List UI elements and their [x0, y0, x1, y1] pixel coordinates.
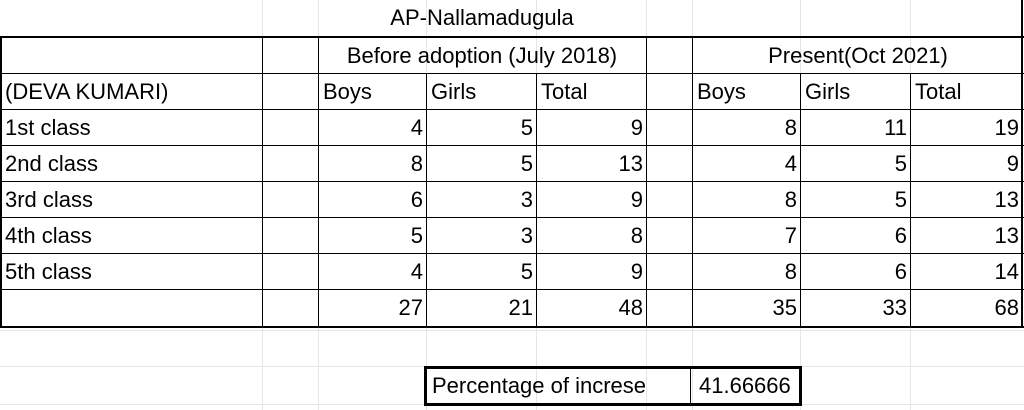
- total-cell[interactable]: 21: [508, 295, 533, 320]
- table-rule: [536, 73, 537, 328]
- row-header-label[interactable]: (DEVA KUMARI): [5, 79, 169, 104]
- table-cell[interactable]: 8: [410, 151, 423, 176]
- col-header-total-before[interactable]: Total: [541, 79, 588, 104]
- table-cell[interactable]: 5: [894, 187, 907, 212]
- table-cell[interactable]: 8: [630, 223, 643, 248]
- group-header-before[interactable]: Before adoption (July 2018): [346, 43, 618, 68]
- table-cell[interactable]: 6: [410, 187, 423, 212]
- col-header-girls-before[interactable]: Girls: [431, 79, 477, 104]
- total-cell[interactable]: 35: [772, 295, 797, 320]
- table-cell[interactable]: 5: [520, 151, 533, 176]
- table-rule: [426, 73, 427, 328]
- table-rule: [0, 109, 1024, 110]
- table-cell[interactable]: 11: [884, 115, 907, 140]
- table-border: [0, 36, 2, 328]
- table-border: [0, 36, 1024, 38]
- table-cell[interactable]: 5: [894, 151, 907, 176]
- table-title[interactable]: AP-Nallamadugula: [390, 5, 574, 30]
- table-rule: [0, 289, 1024, 290]
- table-rule: [690, 369, 691, 403]
- percentage-box: [424, 366, 802, 406]
- table-rule: [0, 181, 1024, 182]
- table-cell[interactable]: 13: [618, 151, 643, 176]
- table-cell[interactable]: 5: [410, 223, 423, 248]
- table-rule: [692, 36, 693, 328]
- percentage-label[interactable]: Percentage of increse: [432, 373, 647, 398]
- table-cell[interactable]: 6: [894, 223, 907, 248]
- col-header-total-present[interactable]: Total: [915, 79, 962, 104]
- table-cell[interactable]: 9: [630, 187, 643, 212]
- table-rule: [0, 145, 1024, 146]
- table-rule: [646, 36, 647, 328]
- row-label[interactable]: 1st class: [5, 115, 91, 140]
- grid-line: [0, 330, 1024, 331]
- table-cell[interactable]: 9: [1006, 151, 1019, 176]
- table-cell[interactable]: 9: [630, 259, 643, 284]
- table-rule: [0, 73, 1024, 74]
- total-cell[interactable]: 48: [618, 295, 643, 320]
- col-header-boys-before[interactable]: Boys: [323, 79, 372, 104]
- table-rule: [318, 36, 319, 328]
- table-cell[interactable]: 13: [994, 223, 1019, 248]
- table-cell[interactable]: 4: [410, 259, 423, 284]
- table-cell[interactable]: 5: [520, 115, 533, 140]
- percentage-value[interactable]: 41.66666: [699, 373, 791, 398]
- row-label[interactable]: 2nd class: [5, 151, 98, 176]
- table-cell[interactable]: 8: [784, 187, 797, 212]
- total-cell[interactable]: 33: [882, 295, 907, 320]
- table-cell[interactable]: 4: [410, 115, 423, 140]
- row-label[interactable]: 3rd class: [5, 187, 94, 212]
- table-cell[interactable]: 19: [994, 115, 1019, 140]
- total-cell[interactable]: 27: [398, 295, 423, 320]
- table-rule: [800, 73, 801, 328]
- table-cell[interactable]: 5: [520, 259, 533, 284]
- total-cell[interactable]: 68: [994, 295, 1019, 320]
- table-rule: [0, 253, 1024, 254]
- group-header-present[interactable]: Present(Oct 2021): [768, 43, 948, 68]
- table-cell[interactable]: 7: [784, 223, 797, 248]
- table-rule: [0, 217, 1024, 218]
- table-cell[interactable]: 4: [784, 151, 797, 176]
- table-cell[interactable]: 9: [630, 115, 643, 140]
- col-header-boys-present[interactable]: Boys: [697, 79, 746, 104]
- row-label[interactable]: 5th class: [5, 259, 92, 284]
- table-rule: [910, 73, 911, 328]
- row-label[interactable]: 4th class: [5, 223, 92, 248]
- col-header-girls-present[interactable]: Girls: [805, 79, 851, 104]
- table-border: [0, 326, 1024, 328]
- table-cell[interactable]: 13: [994, 187, 1019, 212]
- table-cell[interactable]: 8: [784, 115, 797, 140]
- table-cell[interactable]: 14: [994, 259, 1019, 284]
- table-rule: [262, 36, 263, 328]
- table-cell[interactable]: 6: [894, 259, 907, 284]
- table-cell[interactable]: 8: [784, 259, 797, 284]
- table-border: [1021, 0, 1023, 328]
- table-cell[interactable]: 3: [520, 187, 533, 212]
- table-cell[interactable]: 3: [520, 223, 533, 248]
